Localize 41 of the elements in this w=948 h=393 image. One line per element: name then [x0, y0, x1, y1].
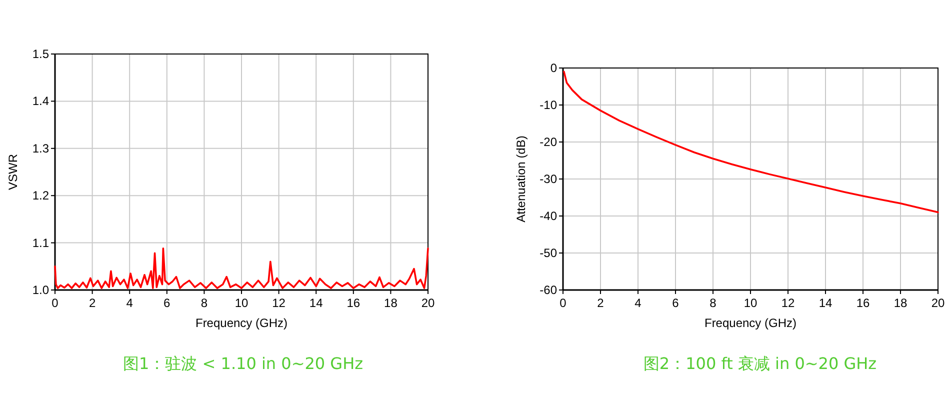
x-tick-label: 4: [634, 296, 642, 310]
y-tick-label: -20: [540, 135, 558, 149]
x-axis-title: Frequency (GHz): [704, 316, 797, 330]
x-tick-label: 6: [672, 296, 680, 310]
y-axis-title: VSWR: [6, 154, 20, 190]
x-tick-label: 2: [597, 296, 604, 310]
y-tick-label: -30: [540, 172, 558, 186]
y-tick-label: 1.0: [32, 283, 50, 297]
y-tick-label: -50: [540, 246, 558, 260]
x-tick-label: 18: [384, 296, 398, 310]
x-tick-label: 4: [126, 296, 134, 310]
x-tick-label: 0: [52, 296, 59, 310]
x-tick-label: 10: [744, 296, 758, 310]
x-tick-label: 6: [164, 296, 171, 310]
y-tick-label: 1.3: [32, 141, 50, 156]
x-tick-label: 16: [856, 296, 870, 310]
y-tick-label: 1.2: [32, 188, 50, 203]
x-tick-label: 16: [346, 296, 360, 310]
y-tick-label: -40: [540, 209, 558, 223]
x-tick-label: 2: [88, 296, 96, 310]
text: 图1：驻波 < 1.10 in 0~20 GHz: [123, 354, 363, 373]
y-axis-title: Attenuation (dB): [514, 136, 528, 222]
y-tick-label: 1.4: [32, 94, 50, 108]
y-tick-label: 1.1: [32, 236, 50, 250]
x-tick-label: 20: [931, 296, 945, 310]
y-tick-label: 0: [550, 61, 558, 75]
x-tick-label: 10: [234, 296, 248, 310]
x-tick-label: 14: [818, 296, 832, 310]
y-tick-label: 1.5: [32, 47, 50, 61]
x-tick-label: 8: [200, 296, 208, 310]
x-tick-label: 20: [421, 296, 435, 310]
y-tick-label: -60: [540, 283, 558, 297]
x-axis-title: Frequency (GHz): [195, 316, 288, 330]
y-tick-label: -10: [540, 98, 558, 112]
x-tick-label: 0: [560, 296, 567, 310]
x-tick-label: 14: [309, 296, 324, 310]
x-tick-label: 12: [272, 296, 286, 310]
x-tick-label: 18: [894, 296, 908, 310]
x-tick-label: 12: [781, 296, 795, 310]
text: 图2：100 ft 衰减 in 0~20 GHz: [643, 354, 877, 373]
x-tick-label: 8: [710, 296, 717, 310]
